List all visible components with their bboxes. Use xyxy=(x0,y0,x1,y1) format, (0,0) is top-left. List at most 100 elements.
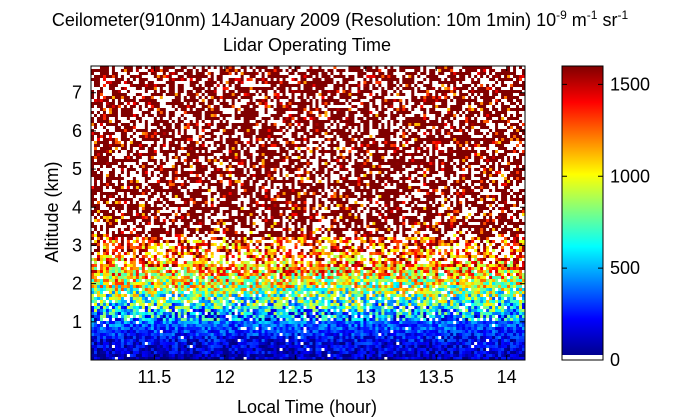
heatmap-cell xyxy=(204,81,209,85)
heatmap-cell xyxy=(222,75,227,79)
heatmap-cell xyxy=(471,69,475,73)
heatmap-cell xyxy=(120,141,125,145)
heatmap-cell xyxy=(417,75,421,79)
heatmap-cell xyxy=(420,144,424,148)
heatmap-cell xyxy=(267,102,271,106)
heatmap-cell xyxy=(186,66,191,70)
heatmap-cell xyxy=(405,93,409,97)
heatmap-cell xyxy=(414,156,418,160)
heatmap-cell xyxy=(303,108,307,112)
heatmap-cell xyxy=(429,78,433,82)
heatmap-cell xyxy=(342,123,346,127)
heatmap-cell xyxy=(522,126,526,130)
heatmap-cell xyxy=(243,129,248,133)
heatmap-cell xyxy=(432,72,436,76)
heatmap-cell xyxy=(489,144,493,148)
heatmap-cell xyxy=(135,165,140,169)
heatmap-cell xyxy=(171,87,176,91)
heatmap-cell xyxy=(423,108,427,112)
heatmap-cell xyxy=(291,123,295,127)
heatmap-cell xyxy=(369,156,373,160)
heatmap-cell xyxy=(111,66,116,70)
heatmap-cell xyxy=(177,66,182,70)
heatmap-cell xyxy=(345,117,349,121)
heatmap-cell xyxy=(198,78,203,82)
heatmap-cell xyxy=(210,156,215,160)
heatmap-cell xyxy=(180,105,185,109)
heatmap-cell xyxy=(393,93,397,97)
heatmap-cell xyxy=(153,78,158,82)
heatmap-cell xyxy=(378,111,382,115)
heatmap-cell xyxy=(177,135,182,139)
heatmap-cell xyxy=(414,108,418,112)
heatmap-cell xyxy=(405,153,409,157)
heatmap-cell xyxy=(522,141,526,145)
heatmap-cell xyxy=(297,93,301,97)
heatmap-cell xyxy=(414,153,418,157)
heatmap-cell xyxy=(420,114,424,118)
heatmap-cell xyxy=(522,132,526,136)
heatmap-cell xyxy=(471,162,475,166)
heatmap-cell xyxy=(462,138,466,142)
heatmap-cell xyxy=(258,78,262,82)
heatmap-cell xyxy=(501,120,505,124)
heatmap-cell xyxy=(126,114,131,118)
heatmap-cell xyxy=(471,87,475,91)
heatmap-cell xyxy=(294,72,298,76)
heatmap-cell xyxy=(510,111,514,115)
heatmap-cell xyxy=(198,147,203,151)
heatmap-cell xyxy=(285,150,289,154)
heatmap-cell xyxy=(330,141,334,145)
heatmap-cell xyxy=(102,159,107,163)
heatmap-cell xyxy=(378,156,382,160)
heatmap-cell xyxy=(318,105,322,109)
heatmap-cell xyxy=(384,126,388,130)
heatmap-cell xyxy=(459,75,463,79)
heatmap-cell xyxy=(288,69,292,73)
heatmap-cell xyxy=(201,156,206,160)
heatmap-cell xyxy=(324,72,328,76)
heatmap-cell xyxy=(297,123,301,127)
heatmap-cell xyxy=(327,123,331,127)
heatmap-cell xyxy=(522,102,526,106)
heatmap-cell xyxy=(291,90,295,94)
heatmap-cell xyxy=(249,138,254,142)
heatmap-cell xyxy=(474,105,478,109)
heatmap-cell xyxy=(291,141,295,145)
heatmap-cell xyxy=(477,102,481,106)
heatmap-cell xyxy=(363,87,367,91)
heatmap-cell xyxy=(402,75,406,79)
heatmap-cell xyxy=(429,81,433,85)
heatmap-cell xyxy=(450,159,454,163)
heatmap-cell xyxy=(375,96,379,100)
heatmap-cell xyxy=(405,159,409,163)
heatmap-cell xyxy=(264,99,268,103)
heatmap-cell xyxy=(342,138,346,142)
heatmap-cell xyxy=(228,159,233,163)
heatmap-cell xyxy=(270,156,274,160)
heatmap-cell xyxy=(435,135,439,139)
heatmap-cell xyxy=(255,135,260,139)
heatmap-cell xyxy=(459,90,463,94)
heatmap-cell xyxy=(351,114,355,118)
heatmap-cell xyxy=(513,138,517,142)
heatmap-cell xyxy=(462,135,466,139)
heatmap-cell xyxy=(147,99,152,103)
heatmap-cell xyxy=(198,99,203,103)
heatmap-cell xyxy=(414,150,418,154)
heatmap-cell xyxy=(237,72,242,76)
heatmap-cell xyxy=(207,84,212,88)
heatmap-cell xyxy=(474,69,478,73)
heatmap-cell xyxy=(375,120,379,124)
heatmap-cell xyxy=(276,84,280,88)
heatmap-cell xyxy=(354,153,358,157)
heatmap-cell xyxy=(270,72,274,76)
heatmap-cell xyxy=(444,129,448,133)
heatmap-cell xyxy=(435,156,439,160)
heatmap-cell xyxy=(456,156,460,160)
heatmap-cell xyxy=(318,108,322,112)
heatmap-cell xyxy=(210,105,215,109)
heatmap-cell xyxy=(327,93,331,97)
heatmap-cell xyxy=(309,93,313,97)
heatmap-cell xyxy=(429,87,433,91)
